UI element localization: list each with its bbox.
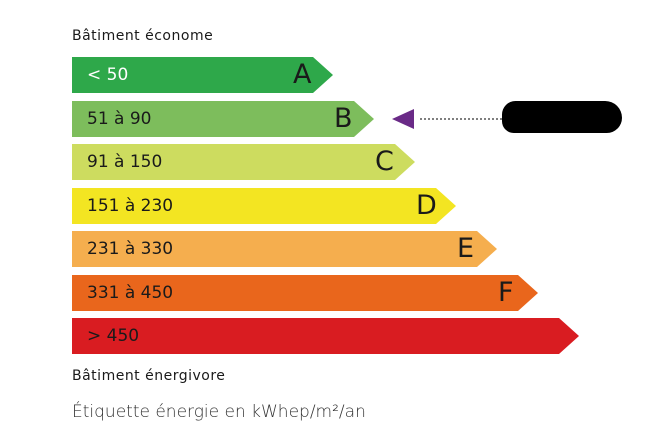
bar-shape xyxy=(72,57,333,93)
footer-label: Bâtiment énergivore xyxy=(72,368,226,384)
range-label: 331 à 450 xyxy=(87,282,174,303)
energy-class-g: > 450 xyxy=(72,318,579,354)
class-letter: E xyxy=(457,233,475,264)
range-label: > 450 xyxy=(87,326,140,346)
energy-class-a: < 50 A xyxy=(72,57,333,93)
energy-class-c: 91 à 150 C xyxy=(72,144,415,180)
range-label: 91 à 150 xyxy=(87,152,163,172)
caption: Étiquette énergie en kWhep/m²/an xyxy=(72,402,366,422)
current-class-marker xyxy=(392,109,502,129)
range-label: 151 à 230 xyxy=(87,195,174,216)
class-letter: F xyxy=(498,276,514,308)
range-label: 51 à 90 xyxy=(87,108,152,129)
energy-class-f: 331 à 450 F xyxy=(72,274,538,311)
energy-class-b: 51 à 90 B xyxy=(72,100,374,137)
range-label: < 50 xyxy=(87,65,129,85)
range-label: 231 à 330 xyxy=(87,239,174,259)
energy-class-e: 231 à 330 E xyxy=(72,231,497,267)
bar-shape xyxy=(72,231,497,267)
class-letter: A xyxy=(293,59,312,90)
bar-shape xyxy=(72,318,579,354)
redacted-value xyxy=(502,101,622,133)
energy-class-d: 151 à 230 D xyxy=(72,187,456,224)
class-letter: D xyxy=(416,189,437,221)
header-label: Bâtiment économe xyxy=(72,28,214,44)
class-letter: B xyxy=(334,102,353,134)
arrow-left-icon xyxy=(392,109,414,129)
bar-shape xyxy=(72,274,538,311)
bar-shape xyxy=(72,100,374,137)
class-letter: C xyxy=(375,146,394,177)
bar-shape xyxy=(72,187,456,224)
bar-shape xyxy=(72,144,415,180)
